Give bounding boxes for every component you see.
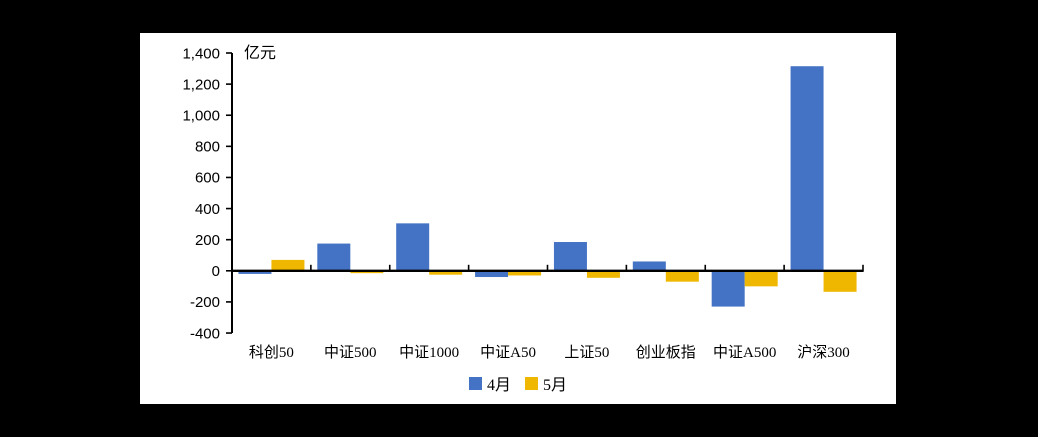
x-axis-category-label: 中证500 <box>324 344 377 361</box>
bar-4月-上证50 <box>553 242 587 271</box>
y-axis-tick-label: -200 <box>190 294 220 311</box>
bar-5月-中证A500 <box>744 270 778 287</box>
legend-item-april: 4月 <box>468 371 511 395</box>
x-axis-category-label: 科创50 <box>249 344 294 361</box>
bar-5月-沪深300 <box>823 270 857 292</box>
x-axis-category-label: 中证1000 <box>399 344 459 361</box>
y-axis-tick-label: 800 <box>195 139 220 156</box>
legend-swatch-may-icon <box>525 376 538 390</box>
chart-legend: 4月 5月 <box>468 371 567 395</box>
legend-label-may: 5月 <box>543 377 568 394</box>
legend-swatch-april-icon <box>468 376 482 390</box>
bar-4月-沪深300 <box>790 66 824 271</box>
bar-4月-科创50 <box>238 270 272 274</box>
y-axis-tick-label: 1,400 <box>182 45 220 62</box>
y-axis-tick-label: 1,200 <box>182 76 220 93</box>
y-axis-tick-label: 0 <box>212 263 220 280</box>
bar-4月-创业板指 <box>632 261 666 271</box>
bar-5月-创业板指 <box>665 270 699 282</box>
bar-chart: 1,400 1,200 1,000 800 600 400 200 0 -200 -400 亿元科创… <box>182 44 864 361</box>
x-axis-category-label: 中证A500 <box>713 344 776 361</box>
x-axis-category-label: 沪深300 <box>797 344 850 361</box>
x-axis-category-label: 创业板指 <box>636 343 696 361</box>
bar-5月-科创50 <box>271 259 305 271</box>
y-axis-tick-label: 400 <box>195 201 220 218</box>
bar-4月-中证1000 <box>396 223 430 271</box>
bar-5月-中证1000 <box>429 270 463 275</box>
chart-panel: 1,400 1,200 1,000 800 600 400 200 0 -200 -400 亿元科创… <box>140 33 896 404</box>
bar-4月-中证500 <box>317 243 351 271</box>
y-axis-tick-label: 600 <box>195 170 220 187</box>
bar-5月-中证A50 <box>508 270 542 276</box>
y-axis-tick-label: 200 <box>195 232 220 249</box>
legend-item-may: 5月 <box>525 371 567 395</box>
x-axis-category-label: 上证50 <box>564 344 609 361</box>
bar-4月-中证A50 <box>475 270 509 278</box>
y-axis-unit-label: 亿元 <box>244 44 276 62</box>
bar-5月-上证50 <box>586 270 620 278</box>
bar-4月-中证A500 <box>711 270 745 307</box>
y-axis-tick-label: -400 <box>190 325 220 342</box>
x-axis-category-label: 中证A50 <box>480 344 536 361</box>
legend-label-april: 4月 <box>486 377 511 394</box>
y-axis-tick-label: 1,000 <box>182 107 220 124</box>
